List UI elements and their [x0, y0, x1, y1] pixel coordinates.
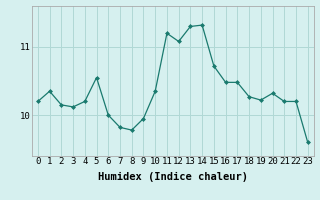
X-axis label: Humidex (Indice chaleur): Humidex (Indice chaleur): [98, 172, 248, 182]
